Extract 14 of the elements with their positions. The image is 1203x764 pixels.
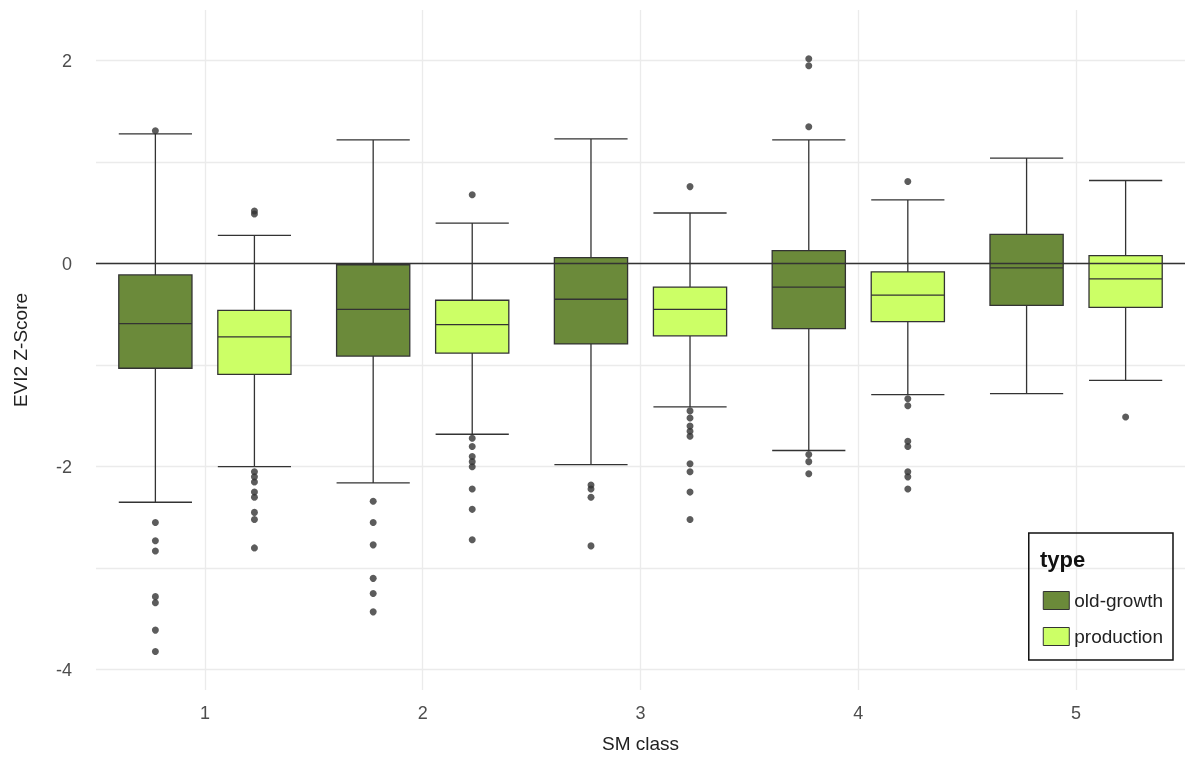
y-tick-label: 0 [61,253,72,274]
x-tick-label: 2 [417,703,428,723]
x-axis-title: SM class [601,733,680,754]
x-tick-label: 5 [1071,703,1082,723]
legend-label: production [1074,626,1164,647]
y-axis-title: EVI2 Z-Score [10,292,31,408]
y-tick-label: -4 [55,659,72,680]
legend-title: type [1040,546,1086,572]
legend-label: old-growth [1074,590,1163,611]
y-tick-label: 2 [61,50,72,71]
y-tick-label: -2 [55,456,72,477]
x-tick-label: 3 [635,703,646,723]
x-tick-label: 1 [199,703,210,723]
x-tick-label: 4 [853,703,864,723]
